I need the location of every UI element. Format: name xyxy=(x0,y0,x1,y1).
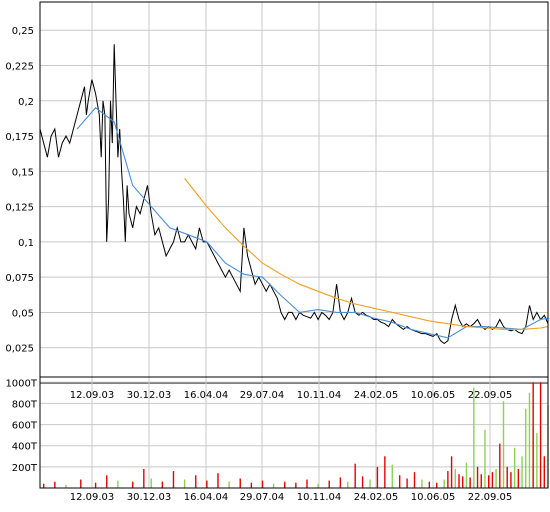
volume-x-tick-label: 30.12.03 xyxy=(127,492,172,503)
volume-y-tick-label: 200T xyxy=(12,463,38,474)
volume-y-tick-label: 1000T xyxy=(5,378,37,389)
price-y-tick-label: 0,15 xyxy=(12,167,34,178)
price-y-axis-labels: 0,025 0,05 0,075 0,1 0,125 0,15 0,175 0,2 0,225 0… xyxy=(5,26,34,355)
price-y-tick-label: 0,125 xyxy=(5,203,34,214)
volume-chart-frame xyxy=(39,376,549,489)
volume-x-tick-label: 22.09.05 xyxy=(468,492,513,503)
price-chart-panel: 0,025 0,05 0,075 0,1 0,125 0,15 0,175 0,2 0,225 0… xyxy=(5,1,549,401)
volume-chart-grid xyxy=(40,377,548,488)
price-y-tick-label: 0,25 xyxy=(12,26,34,37)
volume-y-tick-label: 400T xyxy=(12,442,38,453)
volume-y-axis-labels: 200T 400T 600T 800T 1000T xyxy=(5,378,37,474)
price-y-tick-label: 0,175 xyxy=(5,132,34,143)
price-y-tick-label: 0,075 xyxy=(5,273,34,284)
volume-x-tick-label: 10.11.04 xyxy=(297,492,342,503)
volume-x-tick-label: 12.09.03 xyxy=(70,492,115,503)
volume-y-tick-label: 600T xyxy=(12,421,38,432)
volume-x-tick-label: 29.07.04 xyxy=(240,492,285,503)
price-chart-lines xyxy=(39,44,549,345)
price-y-tick-label: 0,025 xyxy=(5,344,34,355)
price-y-tick-label: 0,05 xyxy=(12,308,34,319)
volume-x-tick-label: 24.02.05 xyxy=(354,492,399,503)
price-y-tick-label: 0,1 xyxy=(18,238,34,249)
volume-y-tick-label: 800T xyxy=(12,399,38,410)
short-moving-average-line xyxy=(76,107,549,339)
price-chart-frame xyxy=(39,1,549,384)
price-chart-grid xyxy=(40,2,548,383)
volume-x-axis-labels: 12.09.03 30.12.03 16.04.04 29.07.04 10.11.04… xyxy=(70,492,513,503)
price-y-tick-label: 0,2 xyxy=(18,97,34,108)
volume-chart-panel: 200T 400T 600T 800T 1000T 12.09.03 30.12.03 16… xyxy=(5,376,549,503)
volume-x-tick-label: 10.06.05 xyxy=(411,492,456,503)
price-y-tick-label: 0,225 xyxy=(5,62,34,73)
long-moving-average-line xyxy=(184,178,549,330)
price-x-axis-labels: 12.09.03 30.12.03 16.04.04 29.07.04 10.11.04… xyxy=(70,390,513,401)
volume-x-tick-label: 16.04.04 xyxy=(184,492,229,503)
price-line xyxy=(39,44,549,345)
